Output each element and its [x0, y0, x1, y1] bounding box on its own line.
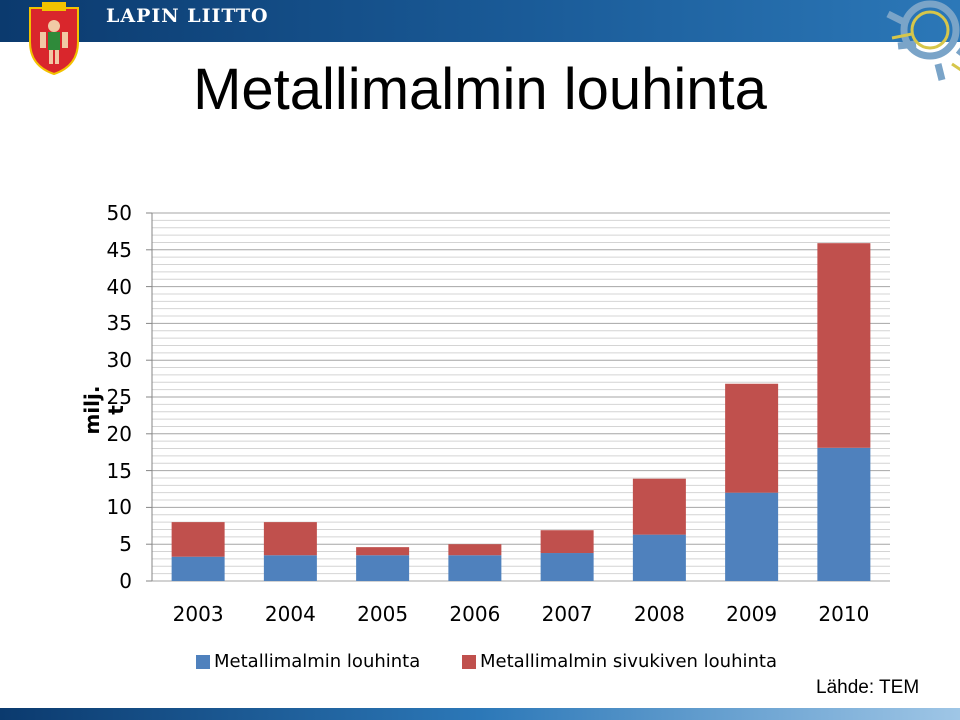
y-tick-label: 40	[106, 274, 132, 299]
bar-2003-series-1	[171, 556, 225, 581]
slide-title: Metallimalmin louhinta	[193, 57, 767, 122]
coat-of-arms-icon	[29, 2, 79, 76]
bar-2007-series-1	[540, 553, 594, 581]
y-tick-label: 20	[106, 421, 132, 446]
y-tick-label: 15	[106, 458, 132, 483]
bar-2005-series-1	[356, 555, 410, 581]
bar-2006-series-2	[448, 544, 502, 556]
y-tick-label: 50	[106, 201, 132, 225]
y-tick-label: 5	[119, 532, 132, 557]
legend-label: Metallimalmin sivukiven louhinta	[480, 651, 777, 672]
footer-bar	[0, 708, 960, 720]
x-tick-label: 2010	[818, 602, 870, 626]
x-tick-label: 2007	[541, 602, 593, 626]
gear-ornament-icon	[886, 0, 960, 81]
y-tick-label: 35	[106, 311, 132, 336]
y-tick-label: 30	[106, 348, 132, 373]
bar-2004-series-2	[263, 522, 317, 556]
source-note: Lähde: TEM	[816, 677, 920, 698]
bar-2009-series-2	[725, 383, 779, 493]
x-tick-label: 2006	[449, 602, 501, 626]
bar-2005-series-2	[356, 547, 410, 556]
bar-2006-series-1	[448, 555, 502, 581]
bar-2007-series-2	[540, 530, 594, 554]
x-tick-label: 2005	[357, 602, 409, 626]
y-tick-label: 0	[119, 569, 132, 593]
bar-2004-series-1	[263, 555, 317, 581]
bar-2010-series-2	[817, 243, 871, 448]
bar-2008-series-1	[632, 534, 686, 581]
y-tick-label: 25	[106, 385, 132, 409]
x-tick-label: 2003	[172, 602, 224, 626]
bar-2008-series-2	[632, 478, 686, 535]
x-tick-label: 2004	[264, 602, 316, 626]
x-tick-label: 2009	[726, 602, 778, 626]
legend-label: Metallimalmin louhinta	[214, 651, 421, 672]
organization-name: LAPIN LIITTO	[106, 5, 269, 27]
x-tick-label: 2008	[633, 602, 685, 626]
y-tick-label: 45	[106, 237, 132, 262]
bar-2009-series-1	[725, 492, 779, 581]
legend-swatch	[462, 655, 476, 669]
bar-2003-series-2	[171, 522, 225, 557]
bar-2010-series-1	[817, 447, 871, 581]
header-bar	[0, 0, 960, 42]
legend-swatch	[196, 655, 210, 669]
y-tick-label: 10	[106, 495, 132, 520]
